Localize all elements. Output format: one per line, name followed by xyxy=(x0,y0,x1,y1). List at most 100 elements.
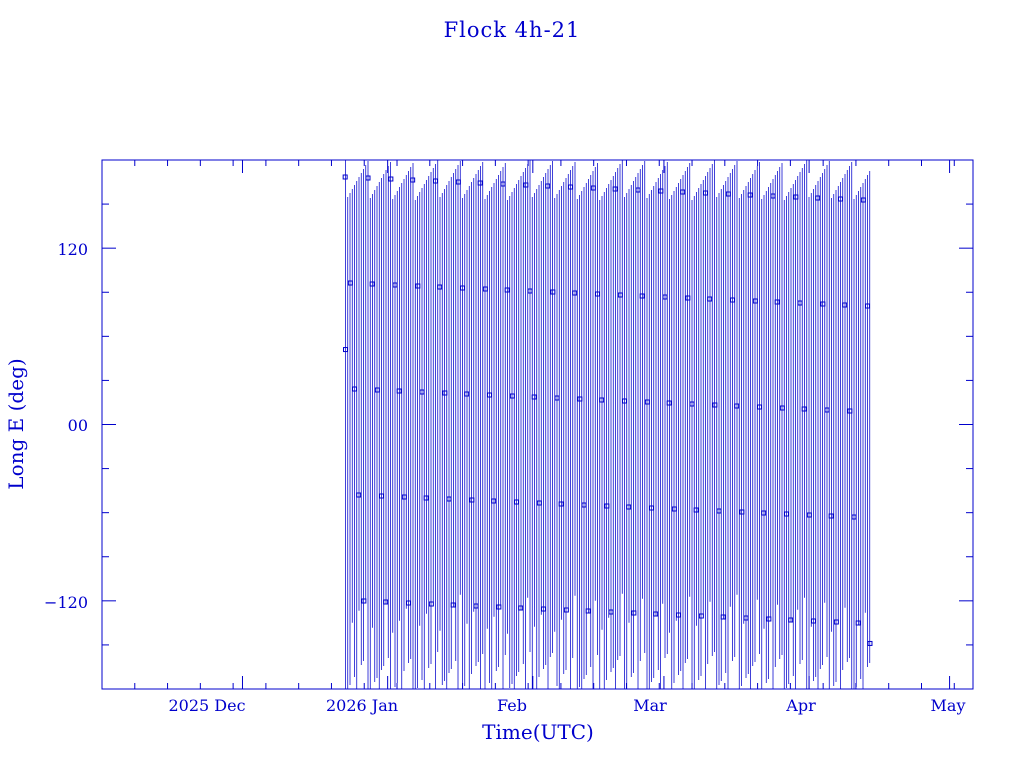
data-point-marker xyxy=(757,404,763,410)
data-point-marker xyxy=(518,605,524,611)
data-point-marker xyxy=(527,288,533,294)
data-point-marker xyxy=(639,293,645,299)
data-point-marker xyxy=(608,609,614,615)
data-point-marker xyxy=(649,505,655,511)
data-point-marker xyxy=(473,603,479,609)
data-point-marker xyxy=(860,197,866,203)
data-point-marker xyxy=(801,406,807,412)
data-point-marker xyxy=(342,174,348,180)
data-point-marker xyxy=(419,389,425,395)
data-point-marker xyxy=(631,610,637,616)
data-point-marker xyxy=(487,392,493,398)
data-point-marker xyxy=(766,616,772,622)
data-point-marker xyxy=(658,188,664,194)
data-point-marker xyxy=(693,507,699,513)
data-point-marker xyxy=(388,176,394,182)
data-point-marker xyxy=(550,289,556,295)
data-point-marker xyxy=(824,407,830,413)
data-point-marker xyxy=(784,511,790,517)
data-point-marker xyxy=(725,191,731,197)
data-point-marker xyxy=(797,300,803,306)
y-tick-label-120: 120 xyxy=(57,240,88,259)
data-point-marker xyxy=(671,506,677,512)
data-point-marker xyxy=(761,510,767,516)
data-point-marker xyxy=(464,391,470,397)
data-point-marker xyxy=(514,499,520,505)
data-point-marker xyxy=(666,400,672,406)
data-point-marker xyxy=(365,175,371,181)
data-point-marker xyxy=(568,184,574,190)
data-point-marker xyxy=(523,182,529,188)
data-point-marker xyxy=(379,493,385,499)
data-point-marker xyxy=(410,177,416,183)
x-tick-label-2026-jan: 2026 Jan xyxy=(326,696,398,715)
data-point-marker xyxy=(815,195,821,201)
data-point-marker xyxy=(396,388,402,394)
data-point-marker xyxy=(712,402,718,408)
data-point-marker xyxy=(604,503,610,509)
data-point-marker xyxy=(833,619,839,625)
data-point-marker xyxy=(662,294,668,300)
y-axis-label: Long E (deg) xyxy=(4,358,28,489)
data-point-marker xyxy=(811,618,817,624)
data-point-marker xyxy=(635,187,641,193)
data-point-marker xyxy=(617,292,623,298)
tick-layer xyxy=(102,159,973,690)
data-point-marker xyxy=(563,607,569,613)
plot-frame xyxy=(101,159,974,690)
data-point-marker xyxy=(720,614,726,620)
data-point-marker xyxy=(504,287,510,293)
data-point-marker xyxy=(622,398,628,404)
data-point-marker xyxy=(531,394,537,400)
data-point-marker xyxy=(644,399,650,405)
data-point-marker xyxy=(774,299,780,305)
data-point-marker xyxy=(734,403,740,409)
x-tick-label-may: May xyxy=(931,696,966,715)
data-point-marker xyxy=(536,500,542,506)
data-point-marker xyxy=(450,602,456,608)
last-data-point xyxy=(867,640,873,646)
data-point-marker xyxy=(653,611,659,617)
data-point-marker xyxy=(855,620,861,626)
data-point-marker xyxy=(415,283,421,289)
data-point-marker xyxy=(369,281,375,287)
data-point-marker xyxy=(374,387,380,393)
data-point-marker xyxy=(828,513,834,519)
data-point-marker xyxy=(842,302,848,308)
x-tick-label-2025-dec: 2025 Dec xyxy=(168,696,245,715)
data-point-marker xyxy=(460,285,466,291)
data-point-marker xyxy=(477,180,483,186)
data-point-marker xyxy=(685,295,691,301)
data-point-marker xyxy=(626,504,632,510)
data-point-marker xyxy=(406,600,412,606)
data-point-marker xyxy=(428,601,434,607)
data-point-marker xyxy=(496,604,502,610)
data-point-marker xyxy=(865,303,871,309)
data-point-marker xyxy=(482,286,488,292)
data-point-marker xyxy=(747,192,753,198)
data-point-marker xyxy=(770,193,776,199)
data-point-marker xyxy=(788,617,794,623)
data-point-marker xyxy=(707,296,713,302)
data-point-marker xyxy=(423,495,429,501)
data-point-marker xyxy=(491,498,497,504)
data-point-marker xyxy=(793,194,799,200)
x-tick-label-apr: Apr xyxy=(785,696,816,715)
y-tick-label-00: 00 xyxy=(68,416,88,435)
data-point-marker xyxy=(730,297,736,303)
data-point-marker xyxy=(590,185,596,191)
data-point-marker xyxy=(469,497,475,503)
data-point-marker xyxy=(806,512,812,518)
data-point-marker xyxy=(581,502,587,508)
data-point-marker xyxy=(703,190,709,196)
data-point-marker xyxy=(572,290,578,296)
data-point-marker xyxy=(558,501,564,507)
data-point-marker xyxy=(599,397,605,403)
data-point-marker xyxy=(392,282,398,288)
data-point-marker xyxy=(356,492,362,498)
data-point-marker xyxy=(500,181,506,187)
data-point-marker xyxy=(838,196,844,202)
data-point-marker xyxy=(577,396,583,402)
data-point-marker xyxy=(554,395,560,401)
